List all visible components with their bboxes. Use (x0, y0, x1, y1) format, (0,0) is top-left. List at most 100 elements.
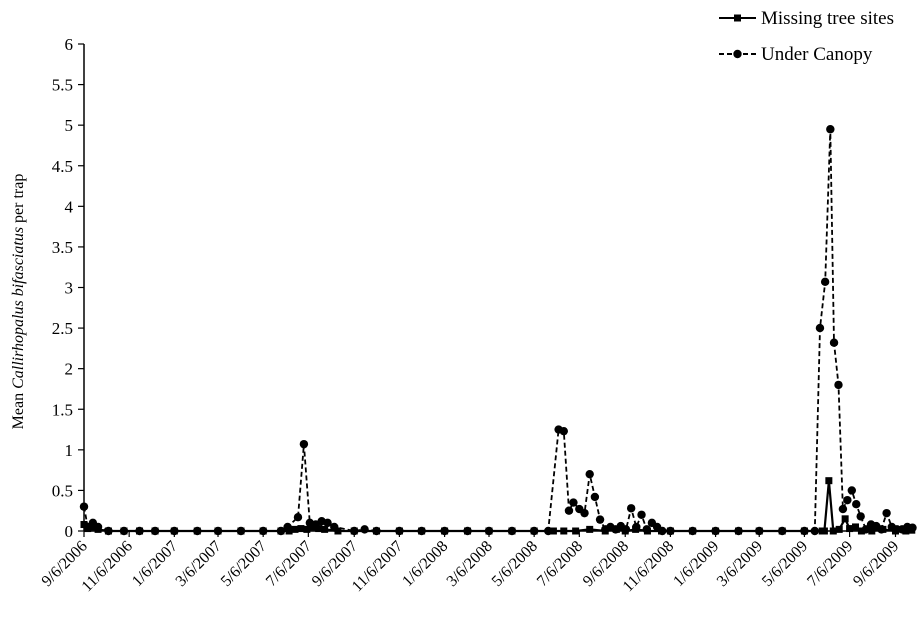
data-point (908, 526, 916, 534)
legend-marker (734, 14, 741, 22)
data-point (530, 527, 538, 535)
data-point (838, 504, 848, 514)
data-point (621, 527, 629, 535)
y-tick-label: 5.5 (52, 76, 73, 95)
data-point (360, 525, 369, 534)
data-point (847, 486, 857, 495)
y-axis-title-part: per trap (10, 174, 27, 227)
data-point (104, 527, 112, 535)
x-tick-label: 3/6/2008 (444, 538, 496, 590)
data-point (829, 527, 837, 535)
data-point (508, 527, 516, 535)
data-point (485, 527, 493, 535)
data-point (303, 525, 311, 533)
data-point (826, 125, 835, 134)
data-point (80, 521, 88, 529)
y-tick-label: 5 (65, 116, 74, 135)
x-tick-label: 3/6/2007 (173, 538, 225, 590)
data-point (643, 527, 651, 535)
y-axis-title-part: Callirhopalus bifasciatus (10, 227, 27, 389)
data-point (891, 527, 899, 535)
data-point (666, 527, 674, 535)
data-point (350, 527, 358, 535)
data-point (852, 500, 861, 509)
y-tick-label: 0 (65, 522, 74, 541)
data-point (712, 527, 720, 535)
legend-item: Missing tree sites (719, 8, 894, 29)
data-point (820, 277, 830, 287)
y-tick-label: 6 (65, 35, 74, 54)
legend-marker (733, 49, 742, 59)
y-axis-label: Mean Callirhopalus bifasciatus per trap (10, 174, 27, 430)
data-point (580, 508, 589, 518)
x-tick-label: 1/6/2009 (670, 538, 722, 590)
y-axis-title-part: Mean (10, 389, 27, 429)
data-point (151, 527, 159, 535)
data-point (612, 525, 620, 533)
data-point (560, 527, 568, 535)
y-tick-label: 3 (65, 279, 74, 298)
data-point (843, 495, 852, 505)
legend: Missing tree sites Under Canopy (719, 8, 894, 65)
data-point (601, 527, 609, 535)
data-point (800, 527, 808, 535)
data-point (549, 527, 557, 535)
y-tick-label: 0.5 (52, 481, 73, 500)
data-point (372, 527, 380, 535)
data-point (214, 527, 222, 535)
x-tick-label: 5/6/2008 (489, 538, 541, 590)
data-point (856, 512, 865, 521)
data-point (868, 527, 876, 535)
data-point (755, 527, 763, 535)
x-tick-label: 7/6/2007 (263, 538, 315, 590)
data-point (820, 527, 828, 535)
data-point (569, 498, 578, 507)
data-point (590, 492, 600, 502)
data-point (585, 469, 594, 479)
series-line (83, 479, 912, 533)
data-point (857, 527, 865, 535)
x-tick-label: 9/6/2009 (850, 538, 902, 590)
y-tick-label: 1.5 (52, 400, 73, 419)
data-point (84, 525, 92, 533)
data-point (315, 525, 323, 533)
data-point (395, 527, 403, 535)
data-point (852, 523, 860, 531)
x-tick-label: 1/6/2008 (399, 538, 451, 590)
data-point (829, 338, 839, 347)
data-point (237, 527, 245, 535)
data-point (735, 527, 743, 535)
data-point (89, 523, 97, 531)
data-point (464, 527, 472, 535)
data-point (120, 527, 128, 535)
data-point (309, 523, 317, 531)
data-point (321, 525, 329, 533)
data-point (291, 525, 299, 533)
data-point (277, 527, 285, 535)
data-point (834, 380, 843, 390)
data-point (572, 527, 580, 535)
data-point (559, 426, 568, 436)
legend-label: Under Canopy (761, 44, 873, 65)
data-point (882, 508, 891, 518)
data-point (902, 527, 910, 535)
y-tick-label: 1 (65, 441, 74, 460)
data-point (564, 506, 574, 515)
data-point (79, 502, 89, 511)
y-tick-label: 4 (65, 197, 74, 216)
data-point (136, 527, 144, 535)
data-point (586, 525, 594, 533)
data-point (323, 518, 332, 528)
data-point (299, 439, 309, 449)
y-tick-label: 2 (65, 360, 74, 379)
series-layer (79, 125, 917, 536)
data-point (94, 525, 102, 533)
data-point (293, 513, 303, 522)
x-tick-label: 5/6/2007 (218, 538, 270, 590)
series-missing-tree-sites (80, 477, 916, 535)
x-axis: 9/6/200611/6/20061/6/20073/6/20075/6/200… (39, 530, 914, 595)
x-tick-label: 5/6/2009 (759, 538, 811, 590)
x-tick-label: 7/6/2008 (534, 538, 586, 590)
data-point (778, 527, 786, 535)
